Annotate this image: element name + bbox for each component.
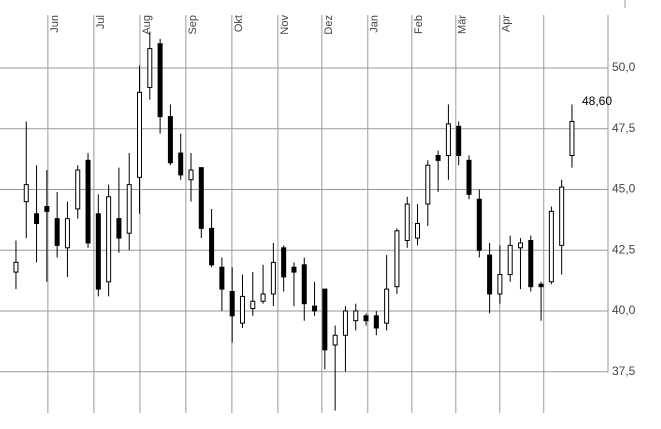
- candle-body: [497, 274, 503, 295]
- candle-body: [137, 91, 143, 178]
- candle-body: [13, 261, 19, 273]
- candle-body: [75, 169, 81, 210]
- x-tick-label: Jan: [369, 15, 381, 33]
- candle-body: [435, 154, 441, 161]
- candle-body: [404, 203, 410, 242]
- y-tick-label: 42,5: [612, 242, 636, 256]
- candle-body: [157, 43, 163, 118]
- candle-body: [198, 167, 204, 229]
- candle-body: [528, 240, 534, 288]
- candle-body: [342, 310, 348, 336]
- candle-body: [188, 169, 194, 181]
- candle-body: [106, 196, 112, 283]
- y-tick-label: 37,5: [612, 364, 636, 378]
- candle-body: [95, 213, 101, 290]
- y-tick-label: 40,0: [612, 303, 636, 317]
- candle-body: [301, 264, 307, 305]
- x-tick-label: Nov: [279, 15, 291, 35]
- candle-body: [44, 206, 50, 212]
- last-price-label: 48,60: [582, 94, 612, 108]
- x-tick-label: Jul: [95, 15, 107, 29]
- candle-body: [167, 116, 173, 164]
- candle-body: [178, 152, 184, 176]
- candle-body: [353, 310, 359, 322]
- candle-body: [456, 125, 462, 156]
- candle-body: [559, 186, 565, 246]
- candle-body: [147, 48, 153, 88]
- candle-body: [466, 159, 472, 195]
- candle-body: [507, 244, 513, 276]
- x-tick-label: Okt: [233, 15, 245, 32]
- x-tick-label: Dez: [323, 15, 335, 35]
- candle-body: [64, 218, 70, 249]
- candle-body: [229, 291, 235, 317]
- candle-body: [569, 120, 575, 156]
- x-tick-label: Sep: [187, 15, 199, 35]
- candle-body: [394, 230, 400, 288]
- x-tick-label: Feb: [413, 15, 425, 34]
- candle-body: [126, 184, 132, 234]
- candle-body: [487, 254, 493, 295]
- candle-body: [332, 334, 338, 346]
- candle-body: [54, 218, 60, 246]
- y-tick-label: 50,0: [612, 60, 636, 74]
- candle-body: [373, 315, 379, 329]
- candle-body: [239, 295, 245, 324]
- candle-body: [34, 213, 40, 225]
- candle-body: [219, 266, 225, 290]
- candle-body: [425, 164, 431, 205]
- candle-body: [517, 242, 523, 249]
- candle-body: [291, 266, 297, 273]
- candle-body: [312, 305, 318, 312]
- candle-body: [538, 283, 544, 288]
- x-tick-label: Apr: [501, 15, 513, 32]
- candle-body: [476, 198, 482, 251]
- candle-body: [85, 159, 91, 244]
- candle-body: [445, 123, 451, 156]
- candle-body: [23, 184, 29, 203]
- candle-body: [209, 227, 215, 266]
- candle-body: [415, 223, 421, 239]
- candle-body: [548, 210, 554, 283]
- y-tick-label: 45,0: [612, 182, 636, 196]
- candle-body: [363, 315, 369, 322]
- candle-body: [384, 288, 390, 324]
- candle-body: [270, 261, 276, 295]
- candle-body: [250, 300, 256, 310]
- candle-body: [260, 293, 266, 302]
- candle-body: [322, 288, 328, 351]
- x-tick-label: Jun: [49, 15, 61, 33]
- x-tick-label: Aug: [141, 15, 153, 35]
- candle-body: [281, 247, 287, 278]
- x-tick-label: Mär: [457, 15, 469, 34]
- candle-body: [116, 218, 122, 239]
- y-tick-label: 47,5: [612, 121, 636, 135]
